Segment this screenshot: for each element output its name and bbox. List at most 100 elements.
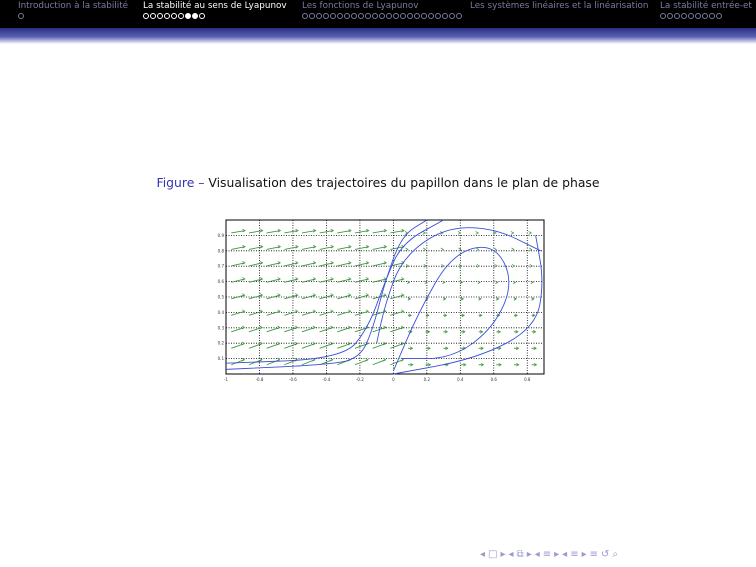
nav-symbol-icon[interactable]: ↺ — [601, 549, 610, 560]
frame-dot[interactable] — [185, 13, 191, 19]
field-arrow-head — [401, 228, 405, 233]
nav-symbol-icon[interactable]: ◂ — [534, 549, 540, 560]
field-arrow-head — [330, 228, 335, 233]
nav-symbol-icon[interactable]: ▸ — [526, 549, 532, 560]
nav-section-2[interactable]: La stabilité au sens de Lyapunov — [143, 1, 287, 11]
frame-dot[interactable] — [344, 13, 350, 19]
frame-dot[interactable] — [414, 13, 420, 19]
field-arrow-head — [242, 228, 246, 233]
field-arrow — [390, 246, 405, 250]
frame-dot[interactable] — [199, 13, 205, 19]
field-arrow — [231, 343, 245, 349]
frame-dot[interactable] — [393, 13, 399, 19]
frame-dot[interactable] — [302, 13, 308, 19]
field-arrow — [231, 230, 246, 234]
field-arrow-head — [348, 261, 352, 265]
frame-dot[interactable] — [442, 13, 448, 19]
frame-dot[interactable] — [428, 13, 434, 19]
field-arrow — [301, 343, 316, 349]
frame-dot[interactable] — [316, 13, 322, 19]
nav-section-3[interactable]: Les fonctions de Lyapunov — [302, 1, 419, 11]
nav-symbol-icon[interactable]: ≡ — [542, 549, 552, 560]
field-arrow — [266, 278, 281, 283]
frame-dot[interactable] — [143, 13, 149, 19]
nav-symbol-icon[interactable]: ▸ — [581, 549, 587, 560]
frame-dot[interactable] — [379, 13, 385, 19]
field-arrow — [284, 310, 298, 316]
frame-dot[interactable] — [456, 13, 462, 19]
frame-dot[interactable] — [372, 13, 378, 19]
nav-symbol-icon[interactable]: ⌕ — [612, 549, 619, 560]
nav-symbol-icon[interactable]: ⧉ — [516, 549, 524, 560]
nav-section-1[interactable]: Introduction à la stabilité — [18, 1, 129, 11]
frame-dot[interactable] — [358, 13, 364, 19]
nav-section-5[interactable]: La stabilité entrée-et — [660, 1, 752, 11]
frame-dot[interactable] — [709, 13, 715, 19]
frame-dot[interactable] — [150, 13, 156, 19]
frame-dot[interactable] — [323, 13, 329, 19]
field-arrow-head — [260, 228, 264, 233]
nav-symbol-icon[interactable]: ◂ — [562, 549, 568, 560]
nav-symbol-icon[interactable]: ◂ — [508, 549, 514, 560]
field-arrow-head — [330, 261, 334, 265]
nav-symbol-icon[interactable]: ≡ — [570, 549, 579, 560]
frame-dot[interactable] — [365, 13, 371, 19]
frame-dot[interactable] — [330, 13, 336, 19]
field-arrow-head — [241, 325, 246, 330]
nav-section-4[interactable]: Les systèmes linéaires et la linéarisati… — [470, 1, 649, 11]
field-arrow-head — [347, 325, 352, 330]
field-arrow — [337, 343, 351, 349]
frame-dot[interactable] — [157, 13, 163, 19]
frame-dot[interactable] — [716, 13, 722, 19]
frame-dot[interactable] — [386, 13, 392, 19]
frame-dot[interactable] — [178, 13, 184, 19]
field-arrow-head — [477, 280, 481, 285]
frame-dot[interactable] — [351, 13, 357, 19]
field-arrow-head — [348, 309, 352, 314]
field-arrow-head — [444, 330, 448, 334]
field-arrow — [372, 343, 386, 349]
frame-dot[interactable] — [695, 13, 701, 19]
frame-dot[interactable] — [171, 13, 177, 19]
field-arrow — [231, 278, 245, 283]
nav-symbol-icon[interactable]: ◂ — [480, 549, 486, 560]
nav-symbol-icon[interactable]: ≡ — [589, 549, 599, 560]
frame-dot[interactable] — [449, 13, 455, 19]
x-tick-label: 0.2 — [424, 377, 431, 382]
frame-dot[interactable] — [400, 13, 406, 19]
x-tick-label: -0.8 — [256, 377, 264, 382]
nav-symbol-icon[interactable]: ▸ — [554, 549, 560, 560]
nav-section-1-frames[interactable] — [18, 13, 24, 19]
nav-section-3-frames[interactable] — [302, 13, 462, 19]
nav-symbol-icon[interactable]: ▸ — [500, 549, 506, 560]
field-arrow-head — [277, 309, 281, 314]
frame-dot[interactable] — [192, 13, 198, 19]
field-arrow-head — [475, 247, 480, 252]
frame-dot[interactable] — [681, 13, 687, 19]
field-arrow-head — [427, 362, 432, 367]
nav-section-2-frames[interactable] — [143, 13, 205, 19]
frame-dot[interactable] — [660, 13, 666, 19]
frame-dot[interactable] — [421, 13, 427, 19]
nav-section-5-frames[interactable] — [660, 13, 722, 19]
field-arrow-head — [330, 357, 334, 362]
field-arrow-head — [277, 261, 281, 265]
frame-dot[interactable] — [407, 13, 413, 19]
field-arrow-head — [529, 264, 533, 268]
frame-dot[interactable] — [18, 13, 24, 19]
field-arrow — [248, 278, 263, 283]
frame-dot[interactable] — [688, 13, 694, 19]
nav-symbol-icon[interactable]: □ — [488, 549, 498, 560]
phase-plane-chart: -1 -0.8 -0.6 -0.4 -0.2 0 0.2 0.4 0.6 0.8 0.1 0.2 0.3… — [218, 219, 545, 382]
frame-dot[interactable] — [667, 13, 673, 19]
field-arrow-head — [532, 313, 536, 318]
frame-dot[interactable] — [164, 13, 170, 19]
frame-dot[interactable] — [674, 13, 680, 19]
field-arrow — [354, 294, 369, 300]
frame-dot[interactable] — [309, 13, 315, 19]
field-arrow-head — [443, 297, 447, 301]
frame-dot[interactable] — [702, 13, 708, 19]
frame-dot[interactable] — [435, 13, 441, 19]
field-arrow-head — [330, 309, 334, 314]
frame-dot[interactable] — [337, 13, 343, 19]
